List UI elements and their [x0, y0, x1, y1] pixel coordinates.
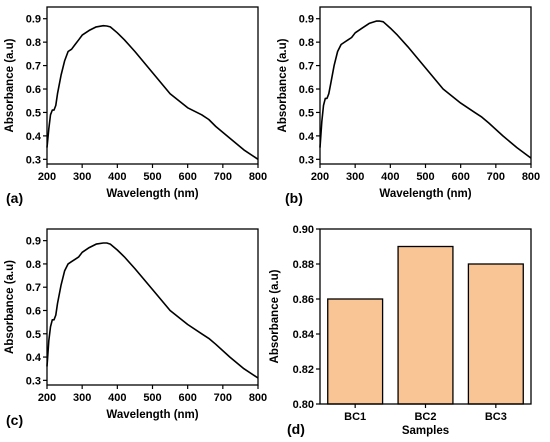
y-tick-label: 0.5 — [299, 107, 314, 119]
y-tick-label: 0.86 — [293, 294, 314, 306]
y-tick-label: 0.4 — [26, 131, 42, 143]
y-tick-label: 0.6 — [299, 84, 314, 96]
chart-panel-1: 0.3 0.4 0.5 0.6 0.7 0.8 0.9 200 300 400 500 600 700 8… — [4, 6, 267, 206]
plot-frame — [46, 6, 259, 165]
panel-label: (d) — [287, 421, 305, 437]
panel-label: (c) — [6, 412, 23, 428]
y-tick-label: 0.3 — [26, 154, 41, 166]
y-tick-label: 0.88 — [293, 259, 314, 271]
chart-panel-4: 0.80 0.82 0.84 0.86 0.88 0.90 BC1 BC2 BC3 Samples… — [269, 224, 532, 437]
y-tick-label: 0.8 — [299, 37, 314, 49]
y-tick-label: 0.82 — [293, 364, 314, 376]
y-tick-label: 0.8 — [26, 37, 41, 49]
chart-panel-3: 0.3 0.4 0.5 0.6 0.7 0.8 0.9 200 300 400 500 600 700 8… — [4, 228, 267, 428]
x-tick-label: 700 — [214, 392, 232, 404]
y-tick-label: 0.90 — [293, 224, 314, 236]
x-tick-label: 400 — [108, 392, 126, 404]
x-tick-label: 300 — [73, 171, 91, 183]
y-tick-label: 0.84 — [293, 329, 315, 341]
series-line-1 — [46, 242, 259, 379]
x-tick-label: 700 — [487, 171, 505, 183]
y-tick-label: 0.7 — [26, 61, 41, 73]
y-tick-label: 0.80 — [293, 399, 314, 411]
bar-bc3 — [467, 263, 524, 405]
x-tick-label: 200 — [38, 171, 56, 183]
category-label: BC1 — [344, 411, 366, 423]
panel-label: (a) — [6, 190, 23, 206]
y-tick-label: 0.7 — [26, 282, 41, 294]
x-axis-label: Samples — [402, 425, 449, 437]
x-tick-label: 200 — [38, 392, 56, 404]
x-axis-label: Wavelength (nm) — [106, 188, 198, 200]
x-tick-label: 600 — [451, 171, 469, 183]
y-tick-label: 0.6 — [26, 305, 41, 317]
y-tick-label: 0.9 — [26, 14, 41, 26]
category-label: BC2 — [414, 411, 436, 423]
y-tick-label: 0.6 — [26, 84, 41, 96]
x-tick-label: 500 — [416, 171, 434, 183]
x-tick-label: 800 — [522, 171, 540, 183]
y-tick-label: 0.8 — [26, 259, 41, 271]
plot-frame — [46, 228, 259, 386]
x-tick-label: 300 — [73, 392, 91, 404]
y-tick-label: 0.3 — [26, 375, 41, 387]
chart-panel-2: 0.3 0.4 0.5 0.6 0.7 0.8 0.9 200 300 400 500 600 700 8… — [277, 6, 540, 206]
y-tick-label: 0.9 — [299, 14, 314, 26]
y-tick-label: 0.5 — [26, 107, 41, 119]
y-tick-label: 0.5 — [26, 329, 41, 341]
x-axis-label: Wavelength (nm) — [379, 188, 471, 200]
x-tick-label: 500 — [143, 392, 161, 404]
panel-label: (b) — [285, 190, 303, 206]
series-line-1 — [319, 20, 532, 159]
x-tick-label: 500 — [143, 171, 161, 183]
y-tick-label: 0.9 — [26, 236, 41, 248]
x-tick-label: 800 — [249, 392, 267, 404]
y-tick-label: 0.3 — [299, 154, 314, 166]
y-axis-label: Absorbance (a.u) — [4, 38, 16, 132]
series-line-1 — [46, 24, 259, 160]
y-axis-label: Absorbance (a.u) — [269, 269, 281, 363]
plot-frame — [319, 228, 532, 405]
x-tick-label: 200 — [311, 171, 329, 183]
x-tick-label: 400 — [381, 171, 399, 183]
x-tick-label: 600 — [178, 171, 196, 183]
plot-frame — [319, 6, 532, 165]
x-tick-label: 300 — [346, 171, 364, 183]
y-axis-label: Absorbance (a.u) — [4, 260, 16, 354]
x-tick-label: 700 — [214, 171, 232, 183]
y-tick-label: 0.7 — [299, 61, 314, 73]
x-tick-label: 600 — [178, 392, 196, 404]
bar-bc2 — [397, 245, 454, 405]
x-tick-label: 800 — [249, 171, 267, 183]
x-axis-label: Wavelength (nm) — [106, 409, 198, 421]
y-axis-label: Absorbance (a.u) — [277, 38, 289, 132]
x-tick-label: 400 — [108, 171, 126, 183]
bar-bc1 — [327, 298, 384, 405]
category-label: BC3 — [485, 411, 507, 423]
y-tick-label: 0.4 — [299, 131, 315, 143]
y-tick-label: 0.4 — [26, 352, 42, 364]
